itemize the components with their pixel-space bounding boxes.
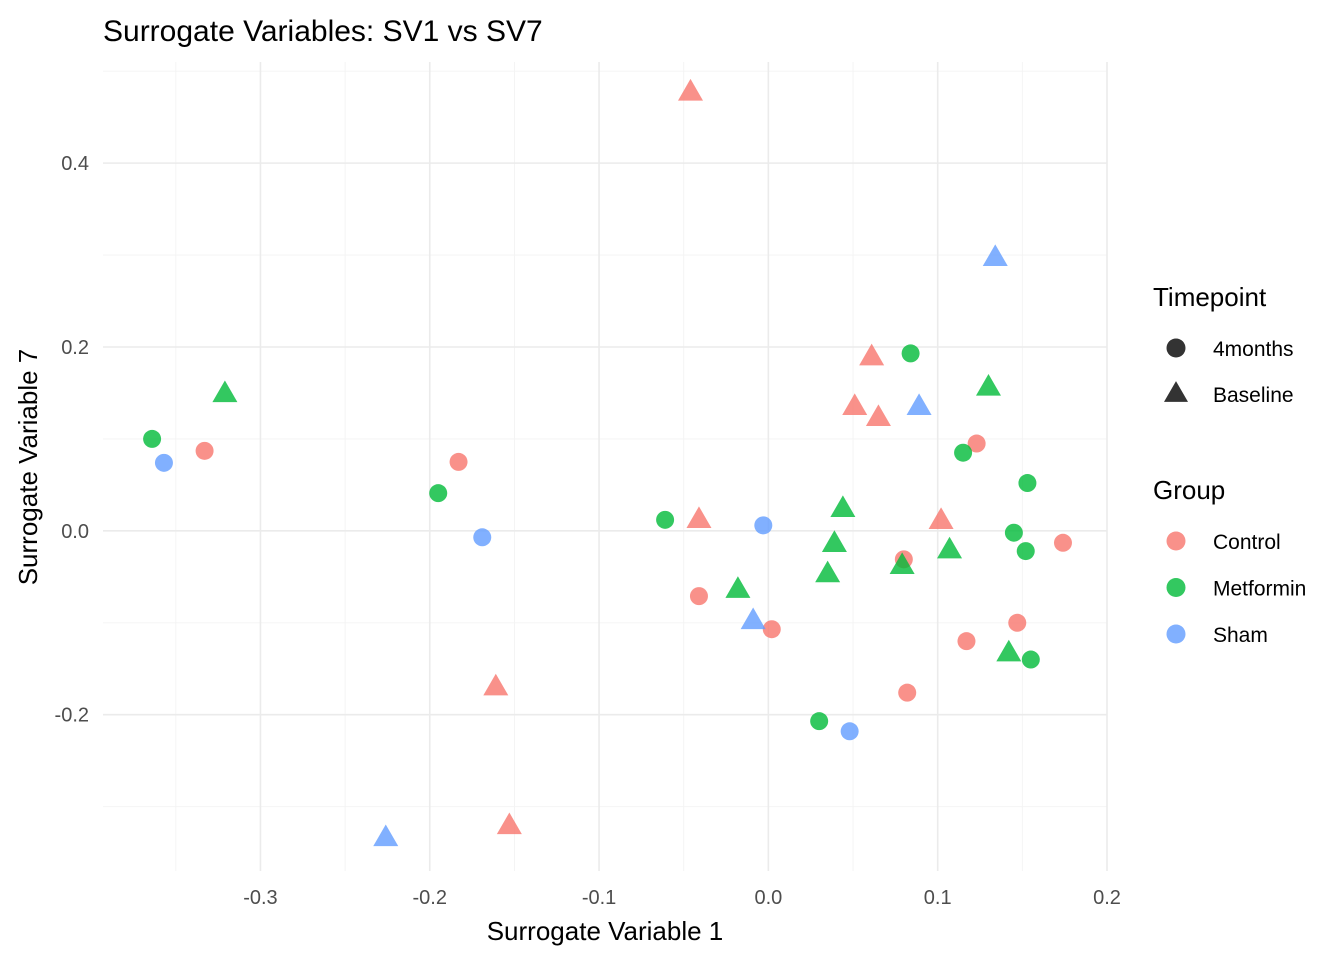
point-metformin-baseline bbox=[725, 576, 751, 598]
x-tick-label: 0.2 bbox=[1093, 887, 1121, 909]
x-tick-label: -0.2 bbox=[413, 887, 447, 909]
y-tick-label: 0.2 bbox=[61, 337, 89, 359]
point-sham-4months bbox=[473, 528, 492, 547]
point-metformin-4months bbox=[1016, 542, 1035, 561]
point-metformin-baseline bbox=[821, 530, 847, 552]
point-control-baseline bbox=[686, 506, 712, 529]
legend-key-sham bbox=[1166, 624, 1186, 644]
point-metformin-4months bbox=[656, 510, 675, 529]
point-metformin-4months bbox=[143, 429, 162, 448]
legend-key-circle bbox=[1166, 338, 1186, 358]
point-sham-baseline bbox=[373, 824, 399, 847]
point-control-baseline bbox=[865, 404, 891, 427]
legend-title-timepoint: Timepoint bbox=[1153, 282, 1267, 312]
point-sham-4months bbox=[754, 516, 773, 535]
major-gridlines bbox=[103, 62, 1108, 871]
legend: Timepoint 4months Baseline Group Control Metf… bbox=[1153, 282, 1306, 647]
data-points bbox=[143, 78, 1072, 847]
y-tick-label: 0.0 bbox=[61, 521, 89, 543]
x-tick-label: 0.1 bbox=[924, 887, 952, 909]
point-control-4months bbox=[898, 683, 917, 702]
point-control-4months bbox=[762, 620, 781, 639]
legend-label-metformin: Metformin bbox=[1213, 578, 1306, 601]
y-axis-tick-labels: -0.2 0.0 0.2 0.4 bbox=[55, 153, 89, 727]
x-axis-tick-labels: -0.3 -0.2 -0.1 0.0 0.1 0.2 bbox=[243, 887, 1121, 909]
point-control-4months bbox=[957, 632, 976, 651]
legend-key-metformin bbox=[1166, 578, 1186, 597]
point-metformin-4months bbox=[1018, 474, 1037, 493]
point-metformin-4months bbox=[1004, 523, 1023, 542]
point-control-baseline bbox=[928, 507, 954, 529]
point-control-baseline bbox=[859, 343, 885, 366]
point-metformin-baseline bbox=[975, 374, 1001, 396]
point-control-baseline bbox=[678, 78, 704, 101]
x-tick-label: -0.3 bbox=[243, 887, 277, 909]
x-tick-label: -0.1 bbox=[582, 887, 616, 909]
point-metformin-baseline bbox=[996, 639, 1022, 662]
y-tick-label: -0.2 bbox=[55, 705, 89, 727]
legend-label-sham: Sham bbox=[1213, 624, 1268, 647]
point-metformin-4months bbox=[429, 484, 448, 503]
x-tick-label: 0.0 bbox=[754, 887, 782, 909]
legend-label-baseline: Baseline bbox=[1213, 384, 1294, 407]
point-metformin-baseline bbox=[212, 380, 238, 403]
point-metformin-baseline bbox=[815, 560, 841, 583]
point-control-baseline bbox=[483, 673, 509, 696]
legend-label-4months: 4months bbox=[1213, 338, 1294, 361]
y-tick-label: 0.4 bbox=[61, 153, 89, 175]
legend-label-control: Control bbox=[1213, 531, 1281, 554]
y-axis-title: Surrogate Variable 7 bbox=[13, 349, 43, 586]
point-sham-baseline bbox=[906, 393, 932, 415]
legend-title-group: Group bbox=[1153, 475, 1225, 505]
legend-key-control bbox=[1166, 531, 1186, 551]
point-sham-baseline bbox=[982, 244, 1008, 267]
point-control-baseline bbox=[496, 812, 522, 835]
point-metformin-baseline bbox=[937, 536, 963, 559]
point-control-baseline bbox=[842, 393, 868, 415]
point-metformin-4months bbox=[901, 344, 920, 363]
point-control-4months bbox=[689, 587, 708, 606]
point-metformin-4months bbox=[1021, 650, 1040, 669]
point-metformin-baseline bbox=[830, 495, 856, 518]
point-sham-4months bbox=[840, 722, 859, 741]
point-metformin-baseline bbox=[889, 552, 915, 575]
minor-gridlines bbox=[103, 62, 1107, 871]
point-control-4months bbox=[449, 452, 468, 471]
point-control-4months bbox=[967, 434, 986, 453]
point-sham-4months bbox=[154, 453, 173, 472]
point-metformin-4months bbox=[954, 443, 973, 462]
point-control-4months bbox=[195, 441, 214, 460]
legend-key-triangle bbox=[1164, 381, 1188, 402]
x-axis-title: Surrogate Variable 1 bbox=[487, 916, 724, 946]
point-metformin-4months bbox=[810, 712, 829, 731]
chart-title: Surrogate Variables: SV1 vs SV7 bbox=[103, 15, 543, 48]
point-sham-baseline bbox=[740, 607, 766, 630]
point-control-4months bbox=[1008, 613, 1027, 632]
point-control-4months bbox=[1053, 533, 1072, 552]
